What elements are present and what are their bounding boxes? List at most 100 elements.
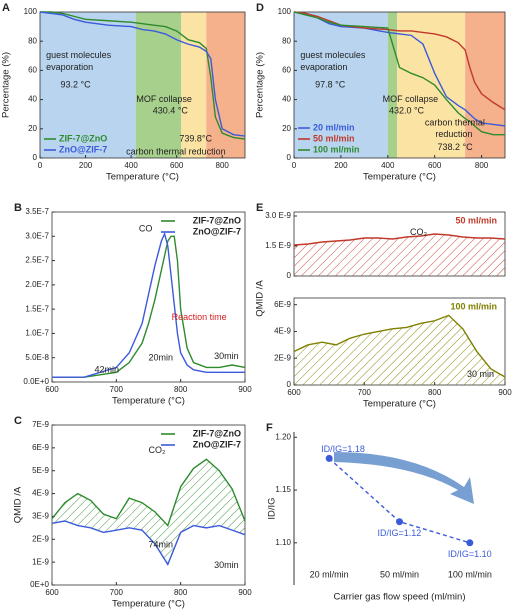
series-line: [51, 458, 246, 527]
y-tick-label: 1.0E-7: [25, 329, 49, 338]
x-tick-label: 600: [45, 588, 59, 597]
y-tick-label: 100: [278, 7, 292, 16]
y-axis-label: Percentage (%): [255, 52, 266, 118]
panel-letter: E: [256, 202, 263, 214]
x-tick-label: 700: [358, 388, 372, 397]
series-line: [40, 11, 246, 140]
x-tick-label: 600: [45, 385, 59, 394]
plot-frame: [39, 11, 246, 159]
annotation: CO₂: [410, 227, 428, 237]
legend-label: ZnO@ZIF-7: [193, 226, 241, 236]
x-tick-label: 600: [170, 161, 184, 170]
x-tick-label: 100 ml/min: [448, 569, 492, 579]
x-tick-label: 400: [124, 161, 138, 170]
annotation: evaporation: [300, 62, 347, 72]
region: [181, 12, 207, 158]
region: [40, 12, 136, 158]
annotation: MOF collapse: [383, 94, 439, 104]
y-axis-label: Percentage (%): [1, 52, 12, 118]
legend-label: ZnO@ZIF-7: [59, 144, 107, 154]
x-tick-label: 600: [287, 388, 301, 397]
region: [387, 12, 398, 158]
series-line: [293, 11, 506, 111]
series-line: [293, 314, 506, 378]
y-tick-label: 40: [282, 95, 291, 104]
plot-frame: [51, 211, 246, 383]
x-tick-label: 50 ml/min: [380, 569, 419, 579]
annotation: 432.0 °C: [389, 106, 425, 116]
value-label: ID/IG=1.10: [448, 549, 492, 559]
x-axis-label: Temperature (°C): [106, 172, 179, 183]
hatch-area: [52, 459, 245, 565]
y-tick-label: 4E-9: [274, 327, 291, 336]
x-tick-label: 900: [498, 388, 512, 397]
y-tick-label: 60: [28, 66, 37, 75]
x-tick-label: 800: [174, 385, 188, 394]
point: [466, 539, 474, 547]
region: [465, 12, 505, 158]
x-tick-label: 800: [216, 161, 230, 170]
y-tick-label: 1.5E-7: [25, 304, 49, 313]
y-tick-label: 6E-9: [274, 300, 291, 309]
x-axis-label: Carrier gas flow speed (ml/min): [334, 592, 466, 603]
y-tick-label: 7E-9: [32, 420, 49, 429]
y-tick-label: 3.0E-7: [25, 231, 49, 240]
x-tick-label: 900: [238, 588, 252, 597]
x-tick-label: 700: [110, 588, 124, 597]
annotation: 30min: [214, 560, 239, 570]
y-tick-label: 40: [28, 95, 37, 104]
x-tick-label: 20 ml/min: [310, 569, 349, 579]
annotation: guest molecules: [46, 50, 112, 60]
panel-letter: F: [266, 422, 273, 434]
y-tick-label: 0: [287, 380, 292, 389]
trend-arrow: [334, 452, 474, 504]
panel-letter: D: [256, 2, 264, 14]
legend-label: ZIF-7@ZnO: [193, 428, 241, 438]
annotation: carbon thermal: [425, 117, 485, 127]
annotation: MOF collapse: [136, 94, 192, 104]
y-tick-label: 0: [33, 153, 38, 162]
legend-label: 50 ml/min: [313, 133, 355, 143]
y-tick-label: 0.0E+0: [23, 377, 49, 386]
y-tick-label: 2.5E-7: [25, 256, 49, 265]
x-tick-label: 700: [110, 385, 124, 394]
y-tick-label: 80: [282, 36, 291, 45]
y-tick-label: 1.10: [275, 538, 291, 547]
value-label: ID/IG=1.18: [321, 444, 365, 454]
annotation: CO: [139, 223, 153, 233]
legend-label: 50 ml/min: [455, 215, 497, 225]
series-line: [52, 235, 246, 378]
plot-frame: [293, 11, 506, 159]
plot-frame: [51, 424, 246, 586]
y-tick-label: 20: [28, 124, 37, 133]
x-axis-label: Temperature (°C): [363, 399, 436, 410]
legend-label: 100 ml/min: [313, 144, 360, 154]
y-tick-label: 3.0 E-9: [265, 211, 291, 220]
y-axis-label: QMID /A: [13, 486, 24, 523]
annotation: 430.4 °C: [153, 106, 189, 116]
x-axis-label: Temperature (°C): [112, 396, 185, 407]
y-tick-label: 0E+0: [30, 580, 49, 589]
annotation: 738.2 °C: [437, 142, 473, 152]
y-tick-label: 2.0E-7: [25, 280, 49, 289]
y-tick-label: 3.5E-7: [25, 207, 49, 216]
region: [294, 12, 388, 158]
y-tick-label: 6E-9: [32, 443, 49, 452]
annotation: Reaction time: [172, 312, 227, 322]
legend-label: ZIF-7@ZnO: [193, 215, 241, 225]
x-tick-label: 200: [79, 161, 93, 170]
annotation: carbon thermal reduction: [126, 147, 226, 157]
annotation: 93.2 °C: [61, 79, 92, 89]
hatch-area: [294, 315, 505, 385]
annotation: 30min: [214, 351, 239, 361]
y-tick-label: 100: [24, 7, 38, 16]
panel-letter: A: [2, 2, 10, 14]
y-tick-label: 2E-9: [274, 353, 291, 362]
y-axis-label: ID/IG: [267, 497, 278, 519]
panel-letter: C: [14, 415, 22, 427]
region: [397, 12, 466, 158]
x-axis-label: Temperature (°C): [112, 599, 185, 610]
y-tick-label: 60: [282, 66, 291, 75]
legend-label: ZnO@ZIF-7: [193, 439, 241, 449]
